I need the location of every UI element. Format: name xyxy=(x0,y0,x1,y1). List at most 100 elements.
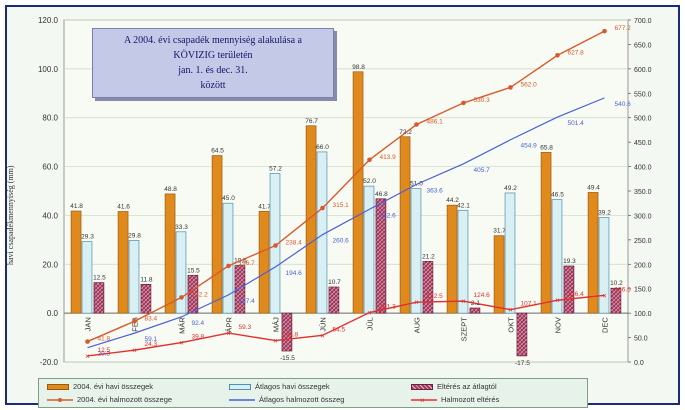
bar-label-2-MÁR: 15.5 xyxy=(187,267,200,274)
bar-1-MÁJ xyxy=(269,173,281,314)
bar-1-NOV xyxy=(551,199,563,314)
line-label-0-MÁJ: 238.4 xyxy=(286,240,303,247)
legend-swatch-line-2004 xyxy=(47,397,73,402)
line-point-2-DEC: × xyxy=(602,291,607,300)
bar-2-MÁJ xyxy=(281,312,293,352)
bar-1-AUG xyxy=(410,188,422,314)
line-label-2-ÁPR: 59.3 xyxy=(239,324,252,331)
bar-label-1-JÚL: 52.0 xyxy=(363,178,376,185)
line-point-0-ÁPR xyxy=(226,263,231,269)
bar-2-ÁPR xyxy=(234,265,246,314)
bar-0-MÁR xyxy=(164,193,176,314)
legend-item-bar-deviation: Eltérés az átlagtól xyxy=(411,382,497,391)
line-label-1-AUG: 363.6 xyxy=(427,187,444,194)
bar-0-DEC xyxy=(587,192,599,314)
x-tick-label-MÁR: MÁR xyxy=(178,317,187,334)
line-label-1-FEB: 59.1 xyxy=(145,336,158,343)
line-point-2-MÁR: × xyxy=(179,339,184,348)
y2-tick-label-3: 550.0 xyxy=(634,91,652,98)
bar-1-OKT xyxy=(504,192,516,314)
line-series-2 xyxy=(87,294,605,357)
bar-0-NOV xyxy=(540,152,552,314)
legend-item-line-2004: 2004. évi halmozott összege xyxy=(47,395,172,404)
svg-text:×: × xyxy=(420,396,425,404)
y-tick-label-0: 120.0 xyxy=(38,16,59,25)
chart-title-line-4: között xyxy=(200,80,226,91)
y-tick-label-6: 0.0 xyxy=(47,309,59,318)
line-point-2-JAN: × xyxy=(85,352,90,361)
x-tick-label-DEC: DEC xyxy=(601,317,610,333)
y-tick-label-4: 40.0 xyxy=(42,211,58,220)
y2-tick-label-11: 150.0 xyxy=(634,287,652,294)
bar-1-SZEPT xyxy=(457,209,469,314)
bar-0-JÚN xyxy=(305,125,317,314)
y2-tick-label-7: 350.0 xyxy=(634,189,652,196)
line-point-0-MÁJ xyxy=(273,243,278,248)
line-point-0-MÁR xyxy=(179,295,184,300)
legend-swatch-bar-2004 xyxy=(47,383,69,390)
x-tick-label-ÁPR: ÁPR xyxy=(225,317,234,333)
line-label-0-AUG: 486.1 xyxy=(427,119,444,126)
bar-label-2-OKT: -17.5 xyxy=(515,360,530,367)
bar-label-0-JÚN: 76.7 xyxy=(305,118,318,125)
line-label-0-ÁPR: 196.7 xyxy=(239,260,256,267)
y2-tick-label-2: 600.0 xyxy=(634,67,652,74)
line-label-1-MÁJ: 194.6 xyxy=(286,270,303,277)
y-tick-label-7: -20.0 xyxy=(40,358,59,367)
bar-label-0-NOV: 65.8 xyxy=(540,144,553,151)
bar-0-MÁJ xyxy=(258,210,270,314)
line-label-2-JAN: 12.5 xyxy=(98,347,111,354)
line-point-0-JÚL xyxy=(367,157,372,163)
bar-0-ÁPR xyxy=(211,155,223,314)
bar-0-AUG xyxy=(399,136,411,314)
line-point-2-NOV: × xyxy=(555,296,560,305)
line-label-1-NOV: 501.4 xyxy=(568,120,585,127)
bar-label-0-OKT: 31.7 xyxy=(493,228,506,235)
line-point-2-JÚL: × xyxy=(367,309,372,318)
y2-tick-label-12: 100.0 xyxy=(634,311,652,318)
legend-item-bar-average: Átlagos havi összegek xyxy=(229,382,330,391)
line-label-1-SZEPT: 405.7 xyxy=(474,167,491,174)
chart-title-box: A 2004. évi csapadék mennyiség alakulása… xyxy=(92,28,334,98)
x-tick-label-JÚL: JÚL xyxy=(366,317,375,330)
bar-label-2-JÚN: 10.7 xyxy=(328,279,341,286)
bar-2-SZEPT xyxy=(469,307,481,314)
line-label-2-JÚN: 54.5 xyxy=(333,326,346,333)
line-label-2-FEB: 24.3 xyxy=(145,341,158,348)
bar-2-FEB xyxy=(140,283,152,314)
line-point-0-JAN xyxy=(85,339,90,344)
line-label-1-ÁPR: 137.4 xyxy=(239,298,256,305)
line-label-0-SZEPT: 530.3 xyxy=(474,97,491,104)
line-label-0-FEB: 83.4 xyxy=(145,315,158,322)
line-label-2-SZEPT: 124.6 xyxy=(474,292,491,299)
bar-1-FEB xyxy=(128,239,140,314)
line-label-0-JÚN: 315.1 xyxy=(333,202,350,209)
bar-label-0-DEC: 49.4 xyxy=(587,184,600,191)
y2-tick-label-0: 700.0 xyxy=(634,18,652,25)
line-label-1-OKT: 454.9 xyxy=(521,143,538,150)
line-label-2-MÁR: 39.8 xyxy=(192,334,205,341)
legend-swatch-line-deviation: × xyxy=(411,396,437,404)
chart-title-line-2: KÖVIZIG területén xyxy=(173,50,253,61)
legend-swatch-line-average xyxy=(229,398,255,401)
line-point-0-AUG xyxy=(414,122,419,127)
bar-0-SZEPT xyxy=(446,204,458,314)
chart-title-line-1: A 2004. évi csapadék mennyiség alakulása… xyxy=(124,35,302,46)
bar-2-AUG xyxy=(422,261,434,314)
x-tick-label-FEB: FEB xyxy=(131,317,140,332)
bar-label-2-FEB: 11.8 xyxy=(140,276,153,283)
bar-label-2-AUG: 21.2 xyxy=(422,253,435,260)
y-tick-label-2: 80.0 xyxy=(42,114,58,123)
bar-label-1-NOV: 46.5 xyxy=(551,192,564,199)
y-tick-label-5: 20.0 xyxy=(42,260,58,269)
x-tick-label-MÁJ: MÁJ xyxy=(272,317,281,332)
bar-0-OKT xyxy=(493,235,505,314)
legend-label-bar-2004: 2004. évi havi összegek xyxy=(73,382,154,391)
line-label-0-JAN: 41.8 xyxy=(98,336,111,343)
legend-label-bar-average: Átlagos havi összegek xyxy=(255,382,330,391)
x-tick-label-NOV: NOV xyxy=(554,317,563,333)
line-label-0-NOV: 627.8 xyxy=(568,49,585,56)
bar-1-JÚL xyxy=(363,185,375,314)
line-point-2-AUG: × xyxy=(414,298,419,307)
line-point-0-JÚN xyxy=(320,205,325,211)
